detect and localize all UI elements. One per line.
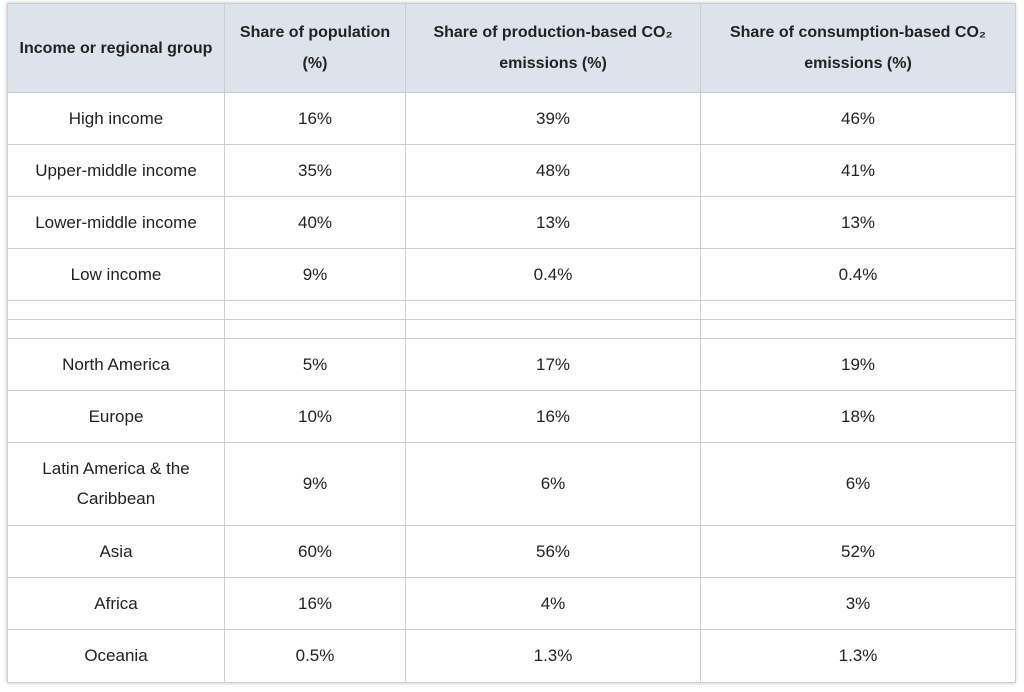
- cell-consumption: 1.3%: [700, 629, 1016, 683]
- cell-population: 16%: [224, 92, 406, 145]
- empty-cell: [224, 319, 406, 339]
- empty-cell: [700, 319, 1016, 339]
- empty-spacer-row: [7, 300, 1016, 320]
- cell-group: Low income: [7, 248, 225, 301]
- cell-population: 16%: [224, 577, 406, 630]
- cell-production: 13%: [405, 196, 701, 249]
- cell-production: 17%: [405, 338, 701, 391]
- table-header-row: Income or regional group Share of popula…: [7, 3, 1016, 93]
- empty-cell: [7, 319, 225, 339]
- header-consumption-emissions: Share of consumption-based CO₂ emissions…: [700, 3, 1016, 93]
- cell-group: Lower-middle income: [7, 196, 225, 249]
- cell-population: 9%: [224, 442, 406, 526]
- cell-population: 10%: [224, 390, 406, 443]
- cell-consumption: 52%: [700, 525, 1016, 578]
- cell-group: Europe: [7, 390, 225, 443]
- cell-group: High income: [7, 92, 225, 145]
- header-population: Share of population (%): [224, 3, 406, 93]
- cell-production: 56%: [405, 525, 701, 578]
- empty-cell: [700, 300, 1016, 320]
- table-row: North America 5% 17% 19%: [7, 338, 1016, 391]
- table-row: Oceania 0.5% 1.3% 1.3%: [7, 629, 1016, 683]
- table-row: Latin America & the Caribbean 9% 6% 6%: [7, 442, 1016, 526]
- table-row: Asia 60% 56% 52%: [7, 525, 1016, 578]
- cell-population: 5%: [224, 338, 406, 391]
- cell-consumption: 3%: [700, 577, 1016, 630]
- table-row: Europe 10% 16% 18%: [7, 390, 1016, 443]
- cell-population: 35%: [224, 144, 406, 197]
- table-row: Upper-middle income 35% 48% 41%: [7, 144, 1016, 197]
- cell-population: 9%: [224, 248, 406, 301]
- cell-consumption: 18%: [700, 390, 1016, 443]
- cell-group: Asia: [7, 525, 225, 578]
- cell-consumption: 13%: [700, 196, 1016, 249]
- cell-consumption: 0.4%: [700, 248, 1016, 301]
- cell-production: 1.3%: [405, 629, 701, 683]
- table-row: High income 16% 39% 46%: [7, 92, 1016, 145]
- cell-production: 16%: [405, 390, 701, 443]
- cell-group: Latin America & the Caribbean: [7, 442, 225, 526]
- emissions-share-table: Income or regional group Share of popula…: [7, 3, 1016, 683]
- header-group: Income or regional group: [7, 3, 225, 93]
- cell-group: North America: [7, 338, 225, 391]
- cell-production: 6%: [405, 442, 701, 526]
- cell-consumption: 6%: [700, 442, 1016, 526]
- empty-cell: [224, 300, 406, 320]
- cell-consumption: 46%: [700, 92, 1016, 145]
- empty-cell: [7, 300, 225, 320]
- empty-cell: [405, 300, 701, 320]
- cell-consumption: 19%: [700, 338, 1016, 391]
- cell-group: Oceania: [7, 629, 225, 683]
- header-production-emissions: Share of production-based CO₂ emissions …: [405, 3, 701, 93]
- cell-production: 39%: [405, 92, 701, 145]
- table-row: Lower-middle income 40% 13% 13%: [7, 196, 1016, 249]
- cell-production: 0.4%: [405, 248, 701, 301]
- table-row: Low income 9% 0.4% 0.4%: [7, 248, 1016, 301]
- emissions-table-container: Income or regional group Share of popula…: [7, 3, 1016, 683]
- cell-production: 48%: [405, 144, 701, 197]
- cell-group: Africa: [7, 577, 225, 630]
- empty-spacer-row: [7, 319, 1016, 339]
- cell-population: 0.5%: [224, 629, 406, 683]
- cell-consumption: 41%: [700, 144, 1016, 197]
- cell-group: Upper-middle income: [7, 144, 225, 197]
- cell-population: 40%: [224, 196, 406, 249]
- table-row: Africa 16% 4% 3%: [7, 577, 1016, 630]
- cell-production: 4%: [405, 577, 701, 630]
- cell-population: 60%: [224, 525, 406, 578]
- empty-cell: [405, 319, 701, 339]
